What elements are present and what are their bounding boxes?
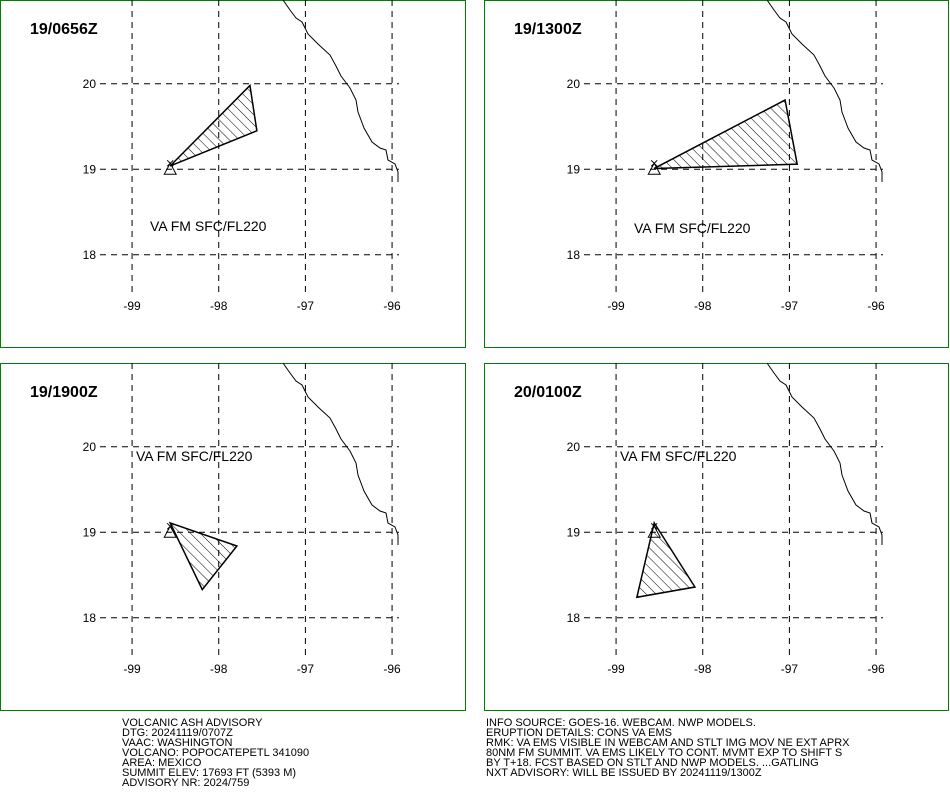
lat-tick-label: 18 bbox=[567, 611, 581, 625]
coastline bbox=[282, 362, 399, 546]
ash-label: VA FM SFC/FL220 bbox=[150, 218, 267, 234]
lon-tick-label: -96 bbox=[383, 299, 401, 313]
lon-tick-label: -98 bbox=[210, 299, 228, 313]
advisory-line: SUMMIT ELEV: 17693 FT (5393 M) bbox=[122, 767, 296, 779]
advisory-line: BY T+18. FCST BASED ON STLT AND NWP MODE… bbox=[486, 757, 819, 769]
panel-border bbox=[484, 363, 949, 711]
lon-tick-label: -98 bbox=[694, 662, 712, 676]
volcano-marker bbox=[163, 159, 178, 175]
lon-tick-label: -96 bbox=[383, 662, 401, 676]
map-panel: -99 -98 -97 -96 18 19 20 19/1300Z VA FM SFC/FL22… bbox=[484, 0, 949, 348]
panel-border bbox=[0, 0, 466, 348]
lon-tick-label: -97 bbox=[781, 662, 799, 676]
advisory-line: INFO SOURCE: GOES-16. WEBCAM. NWP MODELS… bbox=[486, 717, 756, 729]
lat-tick-label: 20 bbox=[567, 440, 581, 454]
lat-tick-label: 19 bbox=[83, 525, 97, 539]
advisory-line: 80NM FM SUMMIT. VA EMS LIKELY TO CONT. M… bbox=[486, 747, 842, 759]
advisory-line: RMK: VA EMS VISIBLE IN WEBCAM AND STLT I… bbox=[486, 737, 850, 749]
lon-tick-label: -99 bbox=[607, 299, 625, 313]
volcano-marker bbox=[647, 159, 662, 175]
advisory-line: ERUPTION DETAILS: CONS VA EMS bbox=[486, 727, 672, 739]
advisory-line: VAAC: WASHINGTON bbox=[122, 737, 232, 749]
ash-label: VA FM SFC/FL220 bbox=[620, 448, 737, 464]
lon-tick-label: -96 bbox=[867, 662, 885, 676]
advisory-line: ADVISORY NR: 2024/759 bbox=[122, 777, 249, 789]
lat-tick-label: 19 bbox=[83, 162, 97, 176]
lat-tick-label: 18 bbox=[567, 248, 581, 262]
ash-polygon bbox=[169, 83, 258, 167]
lon-tick-label: -97 bbox=[297, 662, 315, 676]
lon-tick-label: -99 bbox=[123, 662, 141, 676]
lon-tick-label: -97 bbox=[781, 299, 799, 313]
lat-tick-label: 20 bbox=[83, 440, 97, 454]
panel-border bbox=[484, 0, 949, 348]
panel-border bbox=[0, 363, 466, 711]
lon-tick-label: -96 bbox=[867, 299, 885, 313]
advisory-line: DTG: 20241119/0707Z bbox=[122, 727, 233, 739]
lon-tick-label: -99 bbox=[607, 662, 625, 676]
lon-tick-label: -99 bbox=[123, 299, 141, 313]
advisory-line: AREA: MEXICO bbox=[122, 757, 202, 769]
panel-title: 19/1300Z bbox=[514, 21, 582, 38]
lat-tick-label: 18 bbox=[83, 611, 97, 625]
lat-tick-label: 20 bbox=[567, 77, 581, 91]
ash-polygon bbox=[168, 521, 239, 591]
volcano-marker bbox=[163, 522, 178, 538]
volcano-marker bbox=[647, 522, 662, 538]
panel-title: 20/0100Z bbox=[514, 384, 582, 401]
lat-tick-label: 19 bbox=[567, 162, 581, 176]
lat-tick-label: 20 bbox=[83, 77, 97, 91]
ash-label: VA FM SFC/FL220 bbox=[634, 220, 751, 236]
advisory-line: VOLCANIC ASH ADVISORY bbox=[122, 717, 263, 729]
map-panel: -99 -98 -97 -96 18 19 20 19/1900Z VA FM SFC/FL22… bbox=[0, 362, 466, 711]
advisory-line: NXT ADVISORY: WILL BE ISSUED BY 20241119… bbox=[486, 767, 762, 779]
lat-tick-label: 18 bbox=[83, 248, 97, 262]
map-panel: -99 -98 -97 -96 18 19 20 20/0100Z VA FM SFC/FL22… bbox=[484, 362, 949, 711]
panel-title: 19/1900Z bbox=[30, 384, 98, 401]
lon-tick-label: -98 bbox=[694, 299, 712, 313]
ash-polygon bbox=[635, 520, 697, 599]
map-panel: -99 -98 -97 -96 18 19 20 19/0656Z VA FM SFC/FL22… bbox=[0, 0, 466, 348]
ash-label: VA FM SFC/FL220 bbox=[136, 448, 253, 464]
lat-tick-label: 19 bbox=[567, 525, 581, 539]
lon-tick-label: -98 bbox=[210, 662, 228, 676]
advisory-line: VOLCANO: POPOCATEPETL 341090 bbox=[122, 747, 309, 759]
ash-polygon bbox=[653, 98, 799, 170]
coastline bbox=[766, 362, 883, 546]
lon-tick-label: -97 bbox=[297, 299, 315, 313]
coastline bbox=[282, 0, 399, 183]
panel-title: 19/0656Z bbox=[30, 21, 98, 38]
